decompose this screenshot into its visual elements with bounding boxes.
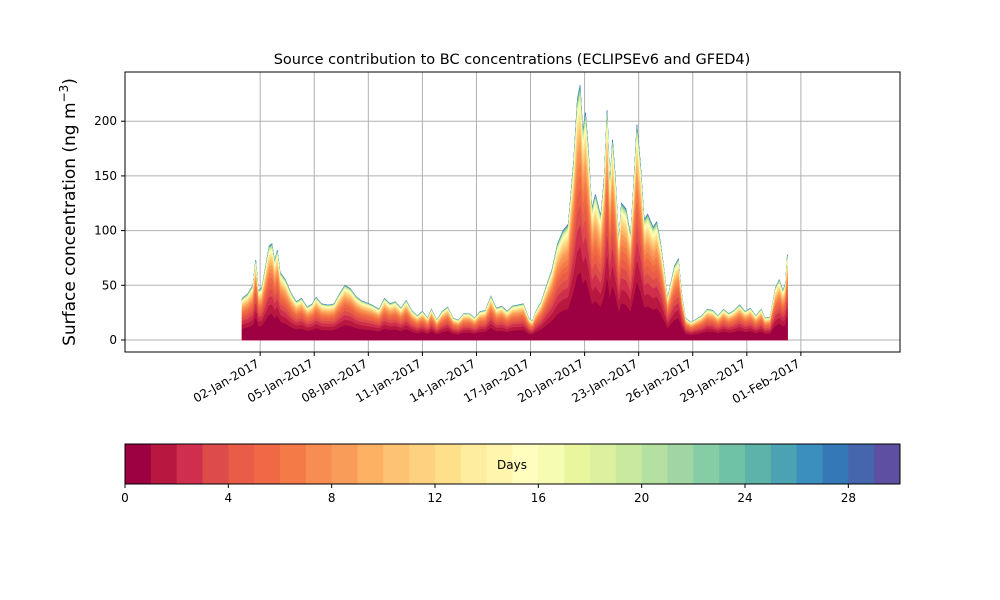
colorbar-swatch	[874, 444, 901, 484]
y-tick-label: 150	[94, 169, 117, 183]
colorbar-swatch	[176, 444, 203, 484]
colorbar-swatch	[305, 444, 333, 484]
colorbar-swatch	[254, 444, 281, 484]
colorbar-tick-label: 0	[121, 491, 129, 505]
age-band-19	[241, 94, 788, 341]
colorbar-swatch	[486, 444, 513, 484]
y-tick-label: 100	[94, 224, 117, 238]
colorbar-tick-label: 12	[427, 491, 442, 505]
colorbar-swatch	[202, 444, 229, 484]
colorbar-swatch	[848, 444, 875, 484]
age-band-18	[241, 96, 788, 341]
colorbar-swatch	[460, 444, 488, 484]
colorbar-swatch	[357, 444, 384, 484]
colorbar-swatch	[693, 444, 720, 484]
colorbar-swatch	[745, 444, 772, 484]
age-band-21	[241, 91, 788, 341]
chart-title: Source contribution to BC concentrations…	[274, 52, 751, 68]
age-band-28	[241, 85, 788, 341]
colorbar-label: Days	[497, 458, 527, 472]
y-tick-label: 200	[94, 114, 117, 128]
colorbar-tick-label: 4	[225, 491, 233, 505]
y-axis-ticks: 0 50 100 150 200	[94, 114, 125, 347]
age-band-20	[241, 92, 788, 341]
colorbar-tick-label: 8	[328, 491, 336, 505]
colorbar-swatch	[383, 444, 410, 484]
colorbar-frame	[124, 443, 901, 485]
age-band-24	[241, 88, 788, 341]
colorbar-swatch	[409, 444, 436, 484]
age-band-22	[241, 90, 788, 341]
stacked-areas	[241, 85, 788, 341]
age-band-17	[241, 98, 788, 341]
age-band-27	[241, 86, 788, 341]
colorbar-swatch	[590, 444, 617, 484]
colorbar-swatch	[667, 444, 694, 484]
x-axis-ticks: 02-Jan-201705-Jan-201708-Jan-201711-Jan-…	[191, 352, 802, 406]
colorbar-swatch	[280, 444, 307, 484]
colorbar-swatch	[564, 444, 591, 484]
age-band-29	[241, 85, 788, 341]
plot-frame	[124, 71, 901, 353]
colorbar-swatch	[796, 444, 823, 484]
colorbar-ticks: 0 4 8 12 16 20 24 28	[121, 484, 856, 505]
age-band-26	[241, 86, 788, 341]
colorbar-swatch	[538, 444, 565, 484]
colorbar	[124, 443, 901, 485]
colorbar-swatch	[719, 444, 746, 484]
y-axis-label: Surface concentration (ng m−3)	[57, 78, 80, 346]
colorbar-tick-label: 24	[737, 491, 752, 505]
age-band-25	[241, 87, 788, 341]
colorbar-tick-label: 28	[841, 491, 856, 505]
colorbar-tick-label: 16	[531, 491, 546, 505]
colorbar-swatch	[615, 444, 643, 484]
colorbar-swatch	[435, 444, 462, 484]
colorbar-swatch	[512, 444, 539, 484]
age-band-23	[241, 89, 788, 341]
y-tick-label: 0	[109, 333, 117, 347]
colorbar-swatch	[770, 444, 798, 484]
colorbar-swatch	[822, 444, 849, 484]
colorbar-swatch	[641, 444, 668, 484]
age-band-base	[242, 331, 788, 340]
colorbar-tick-label: 20	[634, 491, 649, 505]
colorbar-swatch	[228, 444, 255, 484]
y-tick-label: 50	[102, 278, 117, 292]
colorbar-swatch	[125, 444, 152, 484]
age-band-0	[241, 271, 788, 341]
colorbar-swatch	[150, 444, 178, 484]
colorbar-swatch	[331, 444, 358, 484]
